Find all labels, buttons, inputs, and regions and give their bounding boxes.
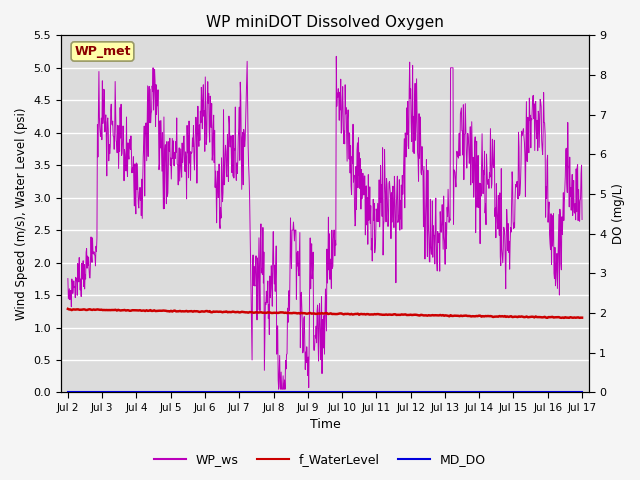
Y-axis label: Wind Speed (m/s), Water Level (psi): Wind Speed (m/s), Water Level (psi): [15, 108, 28, 320]
X-axis label: Time: Time: [310, 419, 340, 432]
Text: WP_met: WP_met: [74, 45, 131, 58]
Legend: WP_ws, f_WaterLevel, MD_DO: WP_ws, f_WaterLevel, MD_DO: [149, 448, 491, 471]
Y-axis label: DO (mg/L): DO (mg/L): [612, 183, 625, 244]
Title: WP miniDOT Dissolved Oxygen: WP miniDOT Dissolved Oxygen: [206, 15, 444, 30]
